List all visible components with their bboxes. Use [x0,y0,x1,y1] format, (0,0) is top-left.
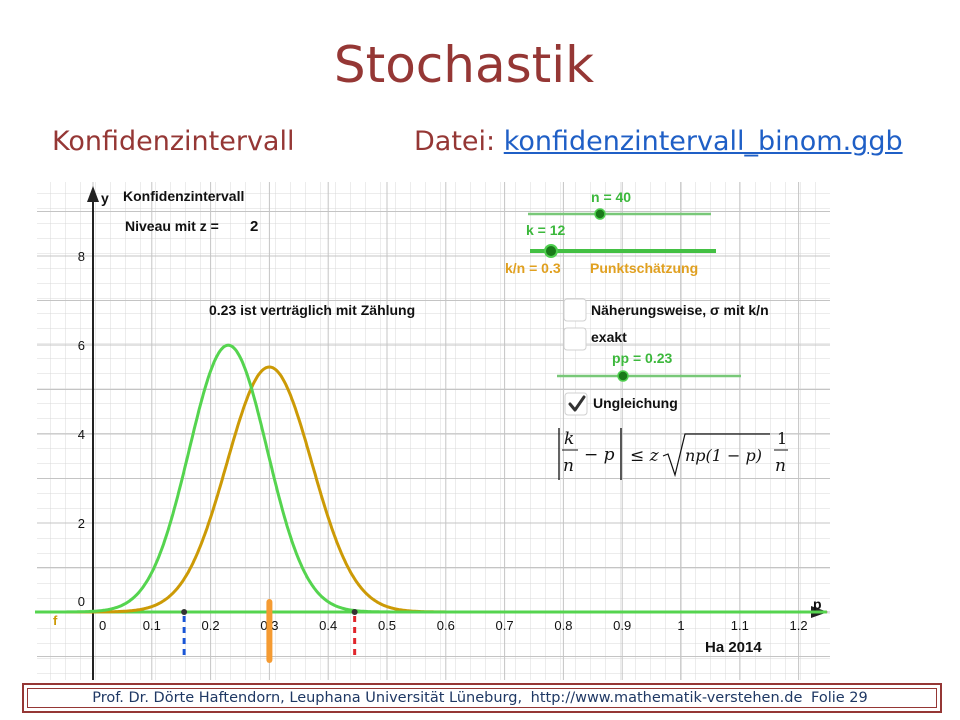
formula-one: 1 [777,429,787,448]
formula-k: k [564,429,574,449]
footer-author: Prof. Dr. Dörte Haftendorn, Leuphana Uni… [92,690,523,706]
x-tick-label: 1.2 [790,618,808,633]
checkbox-exact[interactable] [563,327,587,351]
formula-root: np(1 − p) [685,446,762,465]
x-tick-label: 1.1 [731,618,749,633]
kn-label: k/n = 0.3 [505,260,561,276]
niveau-label: Niveau mit z = [125,218,219,234]
formula-minus-p: − p [584,445,615,465]
y-tick-label: 0 [78,594,85,609]
credit-label: Ha 2014 [705,639,762,656]
slider-pp-handle[interactable] [617,370,629,382]
slider-k-label: k = 12 [526,222,566,238]
x-tick-label: 0.1 [143,618,161,633]
formula-le-z: ≤ z [630,446,660,466]
x-tick-label: 0.4 [319,618,337,633]
compatibility-text: 0.23 ist verträglich mit Zählung [209,302,415,318]
checkbox-ineq-label: Ungleichung [593,395,678,411]
x-tick-label: 0.9 [613,618,631,633]
niveau-value: 2 [250,218,258,235]
x-tick-label: 0.8 [554,618,572,633]
formula-den: n [775,456,786,476]
inequality-formula: k n − p ≤ z np(1 − p) 1 n [558,428,788,480]
slider-pp-label: pp = 0.23 [612,350,673,366]
footer-slide-number: Folie 29 [811,690,868,706]
x-axis-label: p [813,596,822,612]
slide-footer: Prof. Dr. Dörte Haftendorn, Leuphana Uni… [22,683,942,713]
x-tick-label: 0.6 [437,618,455,633]
slide-subtitle: Konfidenzintervall [52,126,295,157]
punktschaetzung-label: Punktschätzung [590,260,698,276]
x-tick-label: 0.7 [496,618,514,633]
slider-k-handle[interactable] [544,244,558,258]
formula-n: n [563,456,574,476]
checkbox-exact-label: exakt [591,329,627,345]
checkbox-approx[interactable] [563,298,587,322]
slider-n-handle[interactable] [594,208,606,220]
y-tick-label: 4 [78,427,85,442]
slider-n-label: n = 40 [591,189,631,205]
lower-bound-point [181,609,188,615]
heading-label: Konfidenzintervall [123,188,244,204]
y-axis-arrow [87,186,99,202]
green-density-curve [35,343,827,614]
file-link[interactable]: konfidenzintervall_binom.ggb [503,126,903,157]
check-icon [568,395,586,412]
x-tick-label: 0 [99,618,106,633]
geogebra-graph[interactable]: ypf00.10.20.30.40.50.60.70.80.911.11.202… [35,178,830,680]
function-label: f [53,613,58,628]
slide-title: Stochastik [333,36,595,94]
x-tick-label: 0.2 [202,618,220,633]
x-tick-label: 1 [677,618,684,633]
y-axis-label: y [101,190,109,206]
x-tick-label: 0.5 [378,618,396,633]
upper-bound-point [351,609,358,615]
file-label: Datei: [414,126,496,157]
y-tick-label: 6 [78,338,85,353]
footer-url[interactable]: http://www.mathematik-verstehen.de [530,690,803,706]
file-reference: Datei: konfidenzintervall_binom.ggb [414,126,903,157]
y-tick-label: 8 [78,249,85,264]
checkbox-approx-label: Näherungsweise, σ mit k/n [591,302,769,318]
y-tick-label: 2 [78,516,85,531]
